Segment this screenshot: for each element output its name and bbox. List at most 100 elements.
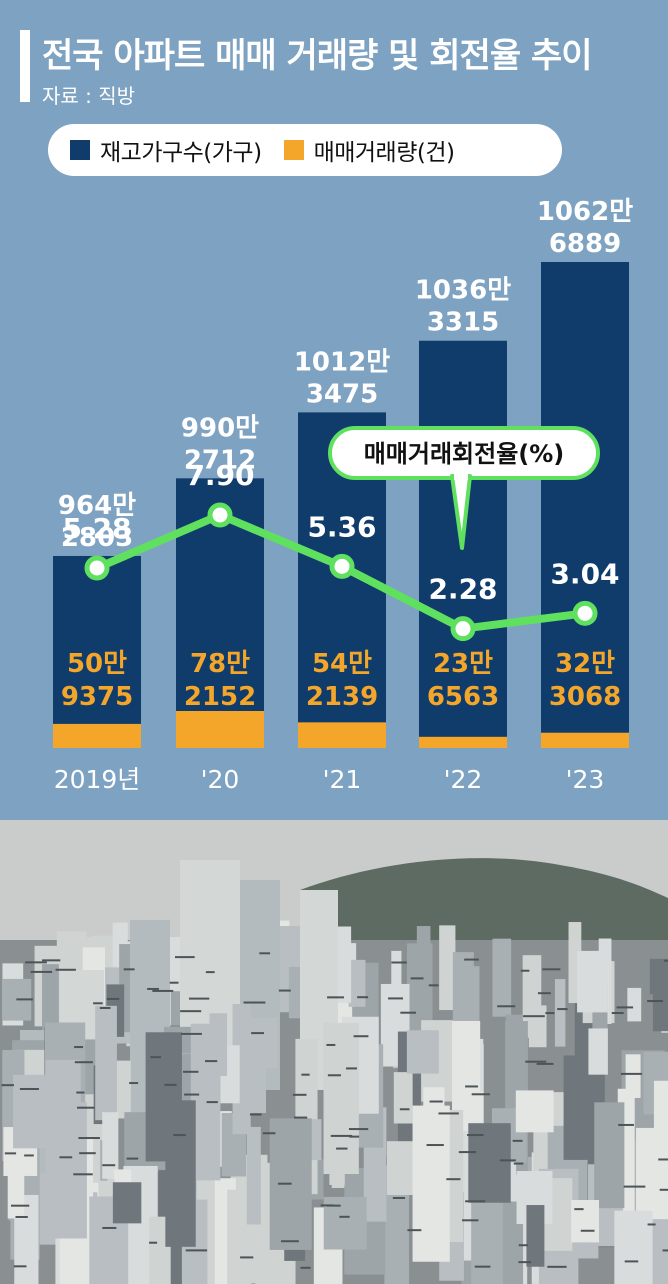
photo-window-row — [327, 1074, 341, 1077]
photo-building — [468, 1123, 511, 1203]
photo-window-row — [518, 1261, 532, 1264]
stock-label-line2-4: 6889 — [549, 229, 621, 259]
photo-window-row — [346, 1067, 357, 1070]
sales-label-line2-0: 9375 — [61, 682, 133, 712]
photo-building — [246, 1126, 261, 1225]
photo-window-row — [512, 1139, 523, 1142]
photo-building — [594, 1102, 625, 1209]
legend-swatch-sales — [283, 140, 304, 160]
sales-label-line2-4: 3068 — [549, 682, 621, 712]
x-tick-label-0: 2019년 — [54, 765, 141, 794]
photo-window-row — [349, 1135, 360, 1138]
chart-title: 전국 아파트 매매 거래량 및 회전율 추이 — [42, 36, 593, 76]
x-tick-label-2: '21 — [323, 765, 362, 794]
photo-building — [588, 1028, 608, 1075]
photo-window-row — [147, 987, 159, 990]
photo-window-row — [243, 1001, 266, 1004]
stock-bar-0 — [53, 555, 141, 748]
photo-building — [627, 987, 642, 1022]
photo-window-row — [407, 1229, 422, 1232]
stock-label-line2-0: 2803 — [61, 523, 133, 553]
photo-building — [7, 1128, 25, 1219]
photo-window-row — [426, 1144, 444, 1147]
photo-window-row — [150, 1056, 162, 1059]
photo-window-row — [513, 1162, 524, 1165]
x-tick-label-4: '23 — [566, 765, 605, 794]
photo-window-row — [348, 1128, 369, 1131]
photo-window-row — [545, 1012, 555, 1015]
callout-pointer-cover — [454, 472, 468, 480]
stock-label-line1-0: 964만 — [58, 491, 136, 521]
photo-window-row — [205, 971, 215, 974]
photo-window-row — [618, 1123, 634, 1126]
photo-window-row — [277, 1182, 292, 1185]
chart-panel: 전국 아파트 매매 거래량 및 회전율 추이 자료 : 직방 재고가구수(가구)… — [20, 30, 634, 794]
photo-building — [526, 1205, 545, 1267]
photo-window-row — [518, 1244, 528, 1247]
x-tick-label-3: '22 — [444, 765, 483, 794]
photo-window-row — [206, 1101, 218, 1104]
photo-building — [112, 1182, 142, 1224]
photo-building — [625, 1054, 641, 1098]
photo-window-row — [129, 1082, 139, 1085]
city-apartments-photo — [0, 820, 668, 1284]
rate-point-0 — [84, 555, 110, 581]
photo-window-row — [326, 1043, 336, 1046]
photo-window-row — [251, 1032, 264, 1035]
photo-window-row — [152, 989, 174, 992]
photo-building — [515, 1090, 554, 1133]
rate-label-1: 7.90 — [185, 459, 254, 492]
photo-window-row — [429, 1100, 443, 1103]
sales-bar-4 — [541, 732, 629, 748]
rate-point-4 — [572, 600, 598, 626]
photo-window-row — [557, 1008, 568, 1011]
photo-building — [209, 1013, 228, 1077]
stock-label-line2-1: 2712 — [184, 445, 256, 475]
rate-label-2: 5.36 — [307, 510, 376, 543]
photo-window-row — [164, 1083, 177, 1086]
photo-window-row — [611, 1012, 624, 1014]
photo-building — [577, 950, 608, 1013]
legend-item-stock: 재고가구수(가구) — [70, 133, 262, 167]
stock-label-line1-3: 1036만 — [415, 276, 511, 306]
photo-window-row — [388, 997, 403, 1000]
photo-window-row — [467, 1134, 484, 1137]
photo-window-row — [181, 1032, 202, 1035]
photo-window-row — [400, 1011, 417, 1014]
photo-window-row — [175, 956, 195, 959]
photo-window-row — [259, 952, 271, 955]
photo-building — [635, 1127, 668, 1220]
photo-window-row — [123, 968, 135, 971]
photo-window-row — [438, 1112, 459, 1115]
photo-window-row — [547, 1265, 567, 1268]
photo-window-row — [13, 1265, 27, 1268]
photo-window-row — [149, 1241, 158, 1244]
photo-window-row — [523, 1015, 545, 1018]
photo-window-row — [300, 1266, 311, 1269]
sales-bar-2 — [298, 722, 386, 748]
sales-bar-1 — [176, 711, 264, 748]
photo-building — [393, 1072, 413, 1124]
photo-window-row — [4, 1152, 17, 1155]
photo-window-row — [392, 1196, 406, 1199]
photo-window-row — [620, 1072, 642, 1075]
rate-point-2 — [329, 553, 355, 579]
photo-building — [95, 1005, 117, 1121]
photo-window-row — [353, 1035, 369, 1038]
photo-building — [528, 1005, 547, 1048]
photo-window-row — [74, 1046, 84, 1049]
callout-label: 매매거래회전율(%) — [364, 440, 565, 468]
stock-label-line1-2: 1012만 — [294, 347, 390, 377]
photo-building — [554, 979, 566, 1047]
photo-window-row — [471, 1093, 490, 1096]
photo-window-row — [339, 1215, 350, 1218]
photo-window-row — [458, 1151, 477, 1154]
legend-item-sales: 매매거래량(건) — [283, 133, 455, 167]
photo-window-row — [19, 1087, 39, 1090]
photo-window-row — [616, 1006, 634, 1009]
photo-window-row — [465, 1085, 478, 1088]
photo-window-row — [183, 1070, 199, 1073]
photo-window-row — [664, 959, 668, 962]
photo-window-row — [391, 961, 407, 964]
